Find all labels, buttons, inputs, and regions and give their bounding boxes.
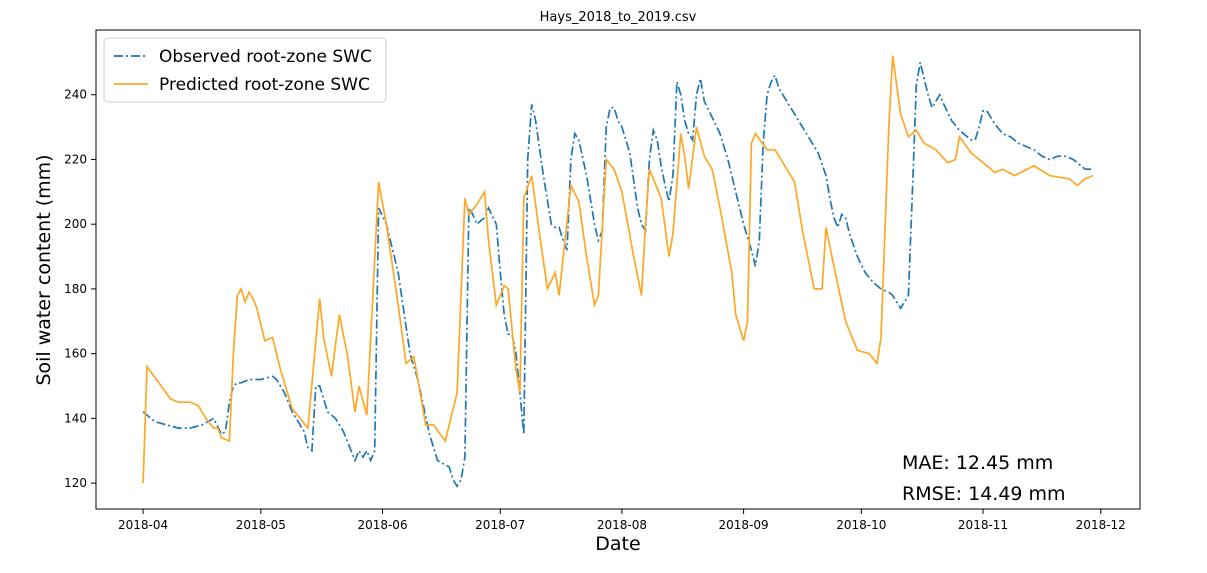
legend-label: Predicted root-zone SWC — [159, 75, 370, 95]
x-tick-label: 2018-07 — [475, 518, 525, 532]
annotation: MAE: 12.45 mm — [902, 452, 1053, 474]
x-tick-label: 2018-06 — [357, 518, 407, 532]
x-tick-label: 2018-11 — [958, 518, 1008, 532]
chart-title: Hays_2018_to_2019.csv — [540, 10, 697, 25]
x-tick-label: 2018-04 — [118, 518, 168, 532]
y-tick-label: 120 — [64, 476, 87, 490]
y-tick-label: 180 — [64, 282, 87, 296]
x-tick-label: 2018-12 — [1076, 518, 1126, 532]
x-tick-label: 2018-08 — [597, 518, 647, 532]
annotation: RMSE: 14.49 mm — [902, 483, 1066, 505]
y-tick-label: 240 — [64, 88, 87, 102]
x-tick-label: 2018-05 — [236, 518, 286, 532]
y-tick-label: 200 — [64, 217, 87, 231]
data-line — [142, 55, 1094, 484]
x-axis-label: Date — [595, 533, 640, 555]
x-tick-label: 2018-09 — [719, 518, 769, 532]
data-line — [142, 62, 1093, 488]
y-tick-label: 140 — [64, 411, 87, 425]
legend-box — [103, 37, 387, 103]
y-tick-label: 220 — [64, 152, 87, 166]
y-axis-label: Soil water content (mm) — [33, 154, 55, 385]
legend-label: Observed root-zone SWC — [159, 47, 372, 67]
y-tick-label: 160 — [64, 347, 87, 361]
x-tick-label: 2018-10 — [836, 518, 886, 532]
plot-frame — [95, 29, 1141, 510]
